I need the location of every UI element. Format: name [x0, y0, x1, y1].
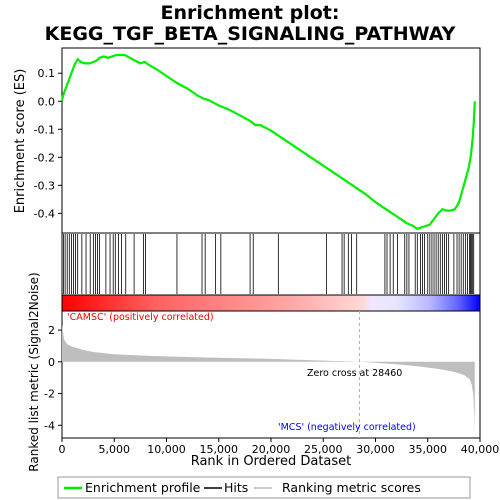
- x-tick-label: 30,000: [356, 443, 395, 456]
- es-y-tick-label: 0.1: [38, 67, 56, 80]
- x-tick-label: 40,000: [461, 443, 500, 456]
- es-y-tick-label: -0.1: [34, 123, 55, 136]
- es-y-tick-label: -0.3: [34, 179, 55, 192]
- x-tick-label: 0: [59, 443, 66, 456]
- x-axis-label: Rank in Ordered Dataset: [191, 454, 352, 469]
- x-tick-label: 25,000: [304, 443, 343, 456]
- rank-gradient: [61, 294, 481, 312]
- metric-y-tick-label: 0: [48, 356, 55, 369]
- es-panel: 0.1 0.0 -0.1 -0.2 -0.3 -0.4 Enrichment score …: [13, 47, 481, 234]
- hits-panel: [61, 232, 481, 296]
- metric-y-tick-label: -4: [44, 419, 55, 432]
- metric-y-tick-label: 2: [48, 324, 55, 337]
- legend: Enrichment profile Hits Ranking metric s…: [57, 476, 471, 499]
- legend-profile-label: Enrichment profile: [85, 480, 201, 495]
- es-y-tick-label: 0.0: [38, 95, 56, 108]
- chart-title-line2: KEGG_TGF_BETA_SIGNALING_PATHWAY: [45, 23, 456, 45]
- metric-y-tick-label: -2: [44, 388, 55, 401]
- es-panel-frame: [61, 47, 481, 234]
- legend-hits-label: Hits: [224, 480, 248, 495]
- chart-title-line1: Enrichment plot:: [161, 2, 340, 24]
- metric-y-axis-label: Ranked list metric (Signal2Noise): [27, 272, 41, 471]
- x-axis: 0 5,000 10,000 15,000 20,000 25,000 30,000 35,0…: [59, 438, 500, 456]
- x-tick-label: 5,000: [99, 443, 131, 456]
- metric-panel-frame: [61, 310, 481, 439]
- legend-metric-label: Ranking metric scores: [282, 480, 421, 495]
- x-tick-label: 20,000: [252, 443, 291, 456]
- enrichment-profile-line: [60, 53, 476, 231]
- rank-color-bar: [61, 294, 481, 312]
- zero-cross-label: Zero cross at 28460: [307, 368, 402, 379]
- es-y-tick-label: -0.4: [34, 207, 55, 220]
- positive-correlation-label: 'CAMSC' (positively correlated): [67, 312, 214, 323]
- x-tick-label: 35,000: [409, 443, 448, 456]
- x-tick-label: 10,000: [147, 443, 186, 456]
- negative-correlation-label: 'MCS' (negatively correlated): [278, 422, 416, 433]
- es-y-axis-label: Enrichment score (ES): [13, 69, 28, 214]
- metric-panel: 2 0 -2 -4 'CAMSC' (positively correlated) Z…: [27, 272, 481, 472]
- x-tick-label: 15,000: [200, 443, 239, 456]
- es-y-tick-label: -0.2: [34, 151, 55, 164]
